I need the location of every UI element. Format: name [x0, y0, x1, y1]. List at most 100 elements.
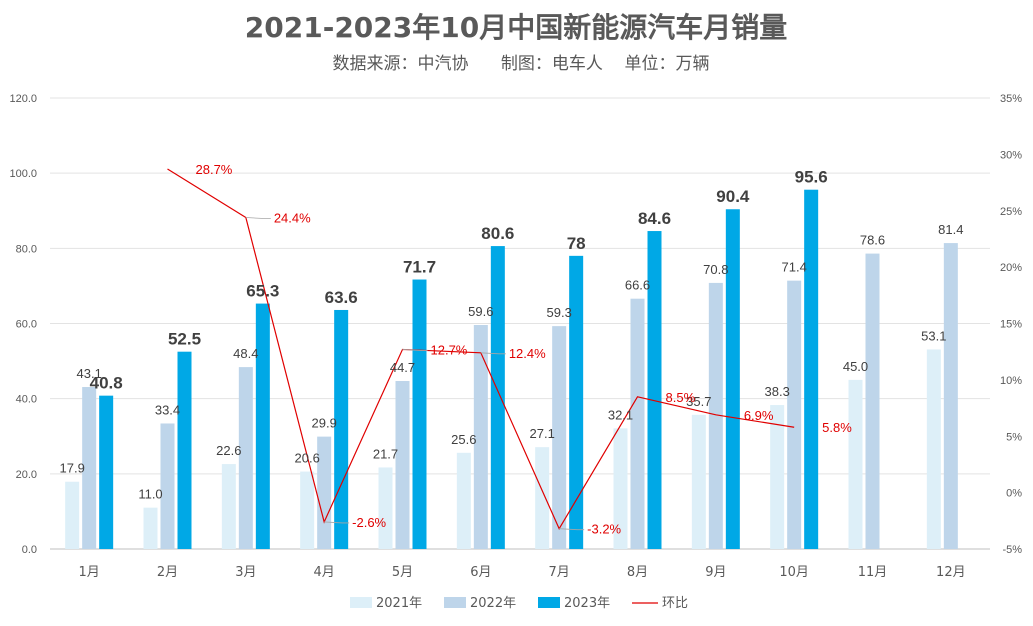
left-axis-ticks: 0.0 20.0 40.0 60.0 80.0 100.0 120.0: [9, 93, 37, 556]
left-tick-label: 120.0: [9, 93, 37, 105]
right-tick-label: 35%: [1000, 93, 1022, 105]
mom-data-label: 8.5%: [666, 390, 696, 405]
mom-data-label: 6.9%: [744, 408, 774, 423]
x-category-label: 5月: [392, 565, 413, 580]
data-label-2022年: 59.3: [547, 305, 572, 320]
bar-2022年-9月: [708, 282, 723, 549]
mom-leader-line: [324, 521, 350, 524]
bar-2023年-3月: [255, 303, 270, 549]
bar-2022年-8月: [630, 298, 645, 549]
bar-series: [65, 189, 958, 550]
bar-2021年-10月: [770, 405, 785, 549]
x-category-label: 1月: [79, 565, 100, 580]
mom-data-label: 5.8%: [822, 420, 852, 435]
bar-2022年-7月: [552, 326, 567, 549]
bar-2022年-10月: [787, 280, 802, 549]
left-tick-label: 20.0: [16, 469, 37, 481]
data-label-2023年: 78: [567, 234, 586, 253]
bar-2022年-2月: [160, 423, 175, 549]
legend-label-mom: 环比: [662, 596, 688, 611]
bar-2021年-9月: [691, 414, 706, 549]
mom-data-label: 12.7%: [431, 342, 468, 357]
data-label-2023年: 90.4: [716, 187, 750, 206]
data-label-2023年: 52.5: [168, 330, 201, 349]
data-label-2021年: 25.6: [451, 432, 476, 447]
data-label-2023年: 63.6: [325, 288, 358, 307]
right-tick-label: 25%: [1000, 206, 1022, 218]
right-tick-label: 20%: [1000, 262, 1022, 274]
gridlines: [50, 97, 990, 550]
right-tick-label: 0%: [1006, 488, 1022, 500]
mom-data-label: 24.4%: [274, 211, 311, 226]
mom-leader-line: [245, 217, 271, 219]
mom-data-label: 28.7%: [196, 162, 233, 177]
data-label-2021年: 11.0: [138, 487, 162, 502]
data-label-2022年: 29.9: [312, 416, 337, 431]
legend-swatch-2023年: [538, 597, 560, 608]
bar-2021年-8月: [613, 428, 628, 549]
bar-2021年-7月: [535, 447, 550, 549]
left-tick-label: 60.0: [16, 319, 37, 331]
chart-title: 2021-2023年10月中国新能源汽车月销量: [245, 11, 787, 44]
bar-2022年-12月: [943, 243, 958, 550]
legend: 2021年 2022年 2023年 环比: [350, 596, 688, 611]
right-tick-label: 10%: [1000, 375, 1022, 387]
bar-2022年-6月: [473, 325, 488, 549]
bar-2021年-6月: [456, 452, 471, 549]
data-label-2021年: 32.1: [608, 407, 633, 422]
data-label-2022年: 44.7: [390, 360, 415, 375]
data-label-2022年: 33.4: [155, 402, 180, 417]
data-label-2023年: 80.6: [481, 224, 514, 243]
bar-2022年-1月: [82, 387, 97, 549]
left-tick-label: 0.0: [22, 544, 37, 556]
bar-2023年-5月: [412, 279, 427, 549]
right-tick-label: 15%: [1000, 319, 1022, 331]
data-label-2021年: 45.0: [843, 359, 868, 374]
bar-2022年-4月: [317, 436, 332, 549]
bar-2023年-10月: [804, 189, 819, 549]
data-label-2022年: 71.4: [782, 260, 807, 275]
bar-2023年-9月: [725, 209, 740, 549]
data-label-2023年: 40.8: [90, 374, 123, 393]
data-label-2022年: 43.1: [77, 366, 102, 381]
data-label-2022年: 66.6: [625, 278, 650, 293]
data-label-2022年: 48.4: [233, 346, 258, 361]
data-label-2021年: 27.1: [530, 426, 555, 441]
data-label-2021年: 22.6: [216, 443, 241, 458]
right-axis-ticks: -5% 0% 5% 10% 15% 20% 25% 30% 35%: [1000, 93, 1022, 556]
left-tick-label: 80.0: [16, 243, 37, 255]
data-label-2023年: 71.7: [403, 258, 436, 277]
bar-2021年-1月: [65, 481, 80, 549]
data-label-2021年: 53.1: [921, 328, 946, 343]
right-tick-label: 5%: [1006, 431, 1022, 443]
bar-2022年-5月: [395, 381, 410, 549]
data-label-2022年: 59.6: [468, 304, 493, 319]
bar-2023年-7月: [569, 255, 584, 549]
data-label-2022年: 70.8: [703, 262, 728, 277]
x-category-label: 3月: [235, 565, 256, 580]
right-tick-label: -5%: [1002, 544, 1022, 556]
right-tick-label: 30%: [1000, 149, 1022, 161]
x-category-label: 12月: [936, 565, 966, 580]
bar-2021年-3月: [221, 464, 236, 549]
x-category-label: 11月: [858, 565, 888, 580]
data-label-2021年: 17.9: [60, 461, 85, 476]
bar-2023年-2月: [177, 351, 192, 549]
data-label-2021年: 20.6: [295, 451, 320, 466]
legend-label-2021年: 2021年: [376, 596, 422, 611]
data-label-2022年: 81.4: [938, 222, 963, 237]
bar-2022年-3月: [238, 367, 253, 549]
mom-data-label: -2.6%: [352, 515, 386, 530]
data-label-2022年: 78.6: [860, 233, 885, 248]
mom-leader-line: [480, 352, 506, 355]
x-axis-categories: 1月 2月 3月 4月 5月 6月 7月 8月 9月 10月 11月 12月: [79, 565, 966, 580]
x-category-label: 10月: [779, 565, 809, 580]
data-label-2023年: 84.6: [638, 209, 671, 228]
mom-line-series: [167, 168, 795, 531]
data-label-2021年: 38.3: [765, 384, 790, 399]
x-category-label: 9月: [705, 565, 726, 580]
legend-swatch-2021年: [350, 597, 372, 608]
bar-2021年-12月: [926, 349, 941, 549]
